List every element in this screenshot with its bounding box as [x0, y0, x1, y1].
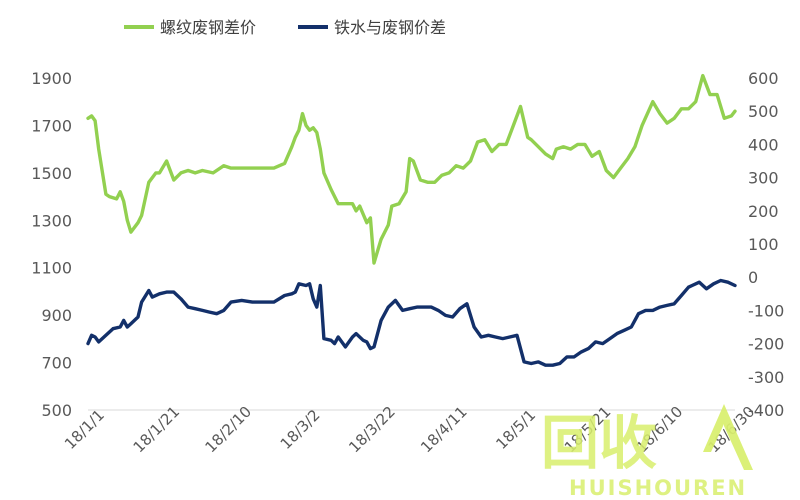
- left-y-axis: 1900 1700 1500 1300 1100 900 700 500: [31, 69, 72, 420]
- x-tick-label: 18/4/11: [417, 403, 471, 457]
- left-y-tick-label: 1100: [31, 259, 72, 278]
- series-layer: [86, 73, 737, 367]
- x-tick-label: 18/3/2: [277, 406, 324, 453]
- legend-label: 螺纹废钢差价: [160, 18, 256, 37]
- x-tick-label: 18/5/1: [492, 406, 539, 453]
- right-y-tick-label: 600: [748, 69, 779, 88]
- left-y-tick-label: 500: [41, 401, 72, 420]
- watermark: 回收 HUISHOUREN: [541, 404, 753, 500]
- x-tick-label: 18/1/21: [130, 403, 184, 457]
- right-y-tick-label: 300: [748, 169, 779, 188]
- right-y-tick-label: -400: [748, 401, 784, 420]
- x-tick-label: 18/2/10: [201, 403, 255, 457]
- x-tick-label: 18/3/22: [345, 403, 399, 457]
- right-y-tick-label: 100: [748, 235, 779, 254]
- right-y-tick-label: -100: [748, 301, 784, 320]
- watermark-text: HUISHOUREN: [569, 476, 747, 500]
- right-y-tick-label: -300: [748, 368, 784, 387]
- left-y-tick-label: 900: [41, 306, 72, 325]
- left-y-tick-label: 1900: [31, 69, 72, 88]
- legend-label: 铁水与废钢价差: [334, 18, 446, 37]
- right-y-axis: 600 500 400 300 200 100 0 -100 -200 -300 -400: [748, 69, 784, 420]
- series-line-2: [86, 278, 737, 367]
- watermark-triangle-icon: [703, 404, 753, 470]
- left-y-tick-label: 1300: [31, 211, 72, 230]
- right-y-tick-label: -200: [748, 335, 784, 354]
- right-y-tick-label: 400: [748, 135, 779, 154]
- right-y-tick-label: 200: [748, 202, 779, 221]
- legend: 螺纹废钢差价 铁水与废钢价差: [124, 18, 446, 37]
- right-y-tick-label: 0: [748, 268, 758, 287]
- left-y-tick-label: 700: [41, 354, 72, 373]
- series-line-1: [86, 73, 737, 265]
- left-y-tick-label: 1500: [31, 164, 72, 183]
- left-y-tick-label: 1700: [31, 116, 72, 135]
- watermark-logo: 回收: [541, 409, 657, 477]
- right-y-tick-label: 500: [748, 102, 779, 121]
